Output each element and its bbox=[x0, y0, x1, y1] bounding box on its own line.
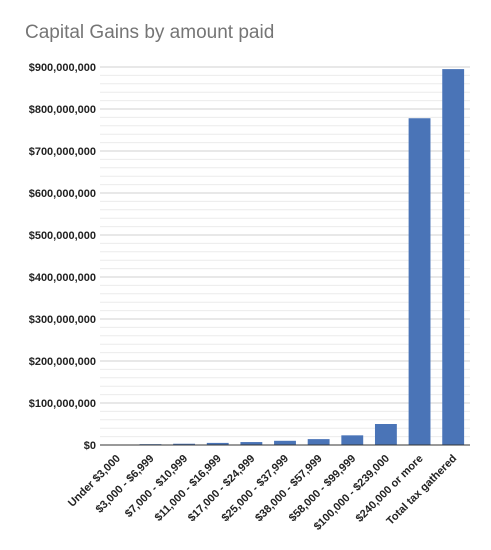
bar bbox=[408, 118, 431, 446]
y-tick-label: $600,000,000 bbox=[29, 188, 96, 200]
grid-lines bbox=[100, 66, 470, 446]
bar bbox=[442, 69, 465, 445]
bar bbox=[374, 424, 397, 445]
chart-title: Capital Gains by amount paid bbox=[25, 22, 275, 43]
bar bbox=[240, 442, 263, 445]
bar bbox=[307, 439, 330, 445]
y-tick-label: $400,000,000 bbox=[29, 272, 96, 284]
y-tick-label: $100,000,000 bbox=[29, 398, 96, 410]
bar bbox=[274, 440, 296, 445]
y-tick-label: $800,000,000 bbox=[29, 104, 96, 116]
bar bbox=[341, 435, 364, 445]
y-tick-label: $300,000,000 bbox=[29, 314, 96, 326]
y-axis-tick-labels: $0 $100,000,000 $200,000,000 $300,000,000 $4… bbox=[29, 62, 96, 452]
bar bbox=[173, 443, 196, 445]
bar bbox=[206, 442, 229, 445]
y-tick-label: $700,000,000 bbox=[29, 146, 96, 158]
y-tick-label: $500,000,000 bbox=[29, 230, 96, 242]
x-category-label: $7,000 - $10,999 bbox=[123, 453, 190, 520]
x-axis-category-labels: Under $3,000$3,000 - $6,999$7,000 - $10,… bbox=[66, 453, 459, 533]
bars bbox=[105, 69, 465, 446]
y-tick-label: $200,000,000 bbox=[29, 356, 96, 368]
y-tick-label: $900,000,000 bbox=[29, 62, 96, 74]
x-category-label: $3,000 - $6,999 bbox=[94, 453, 157, 516]
y-tick-label: $0 bbox=[84, 440, 96, 452]
